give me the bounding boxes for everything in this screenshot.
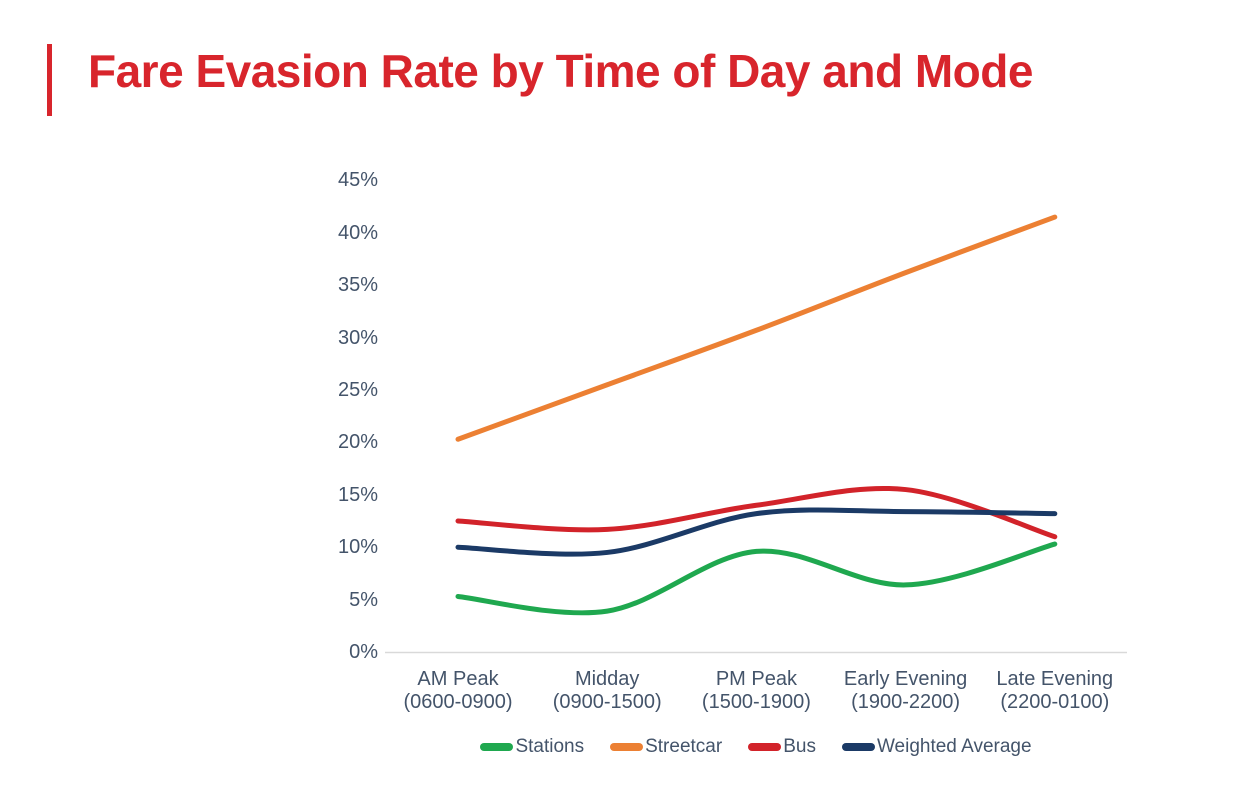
y-tick-label: 25% [337, 379, 378, 401]
x-category-name: Early Evening [843, 668, 968, 690]
y-tick-label: 30% [337, 326, 378, 349]
legend-item-streetcar: Streetcar [610, 736, 722, 758]
x-category-label: Late Evening (2200-0100) [970, 668, 1140, 714]
legend-swatch [748, 743, 782, 751]
legend-label: Bus [783, 736, 816, 757]
y-tick-label: 45% [337, 169, 378, 192]
y-tick-label: 20% [337, 431, 378, 454]
legend-item-bus: Bus [748, 736, 816, 758]
legend-label: Streetcar [645, 736, 723, 757]
y-tick-label: 0% [349, 641, 378, 663]
legend-item-stations: Stations [480, 736, 584, 758]
x-category-timerange: (1900-2200) [851, 691, 961, 713]
x-category-name: AM Peak [417, 668, 499, 690]
x-category-name: PM Peak [715, 668, 797, 690]
y-tick-label: 40% [337, 221, 378, 244]
y-tick-label: 10% [337, 536, 378, 559]
x-category-timerange: (2200-0100) [1000, 691, 1110, 713]
legend-swatch [841, 743, 875, 751]
x-category-label: Midday (0900-1500) [522, 668, 692, 714]
legend-swatch [610, 743, 644, 751]
x-category-label: AM Peak (0600-0900) [373, 668, 543, 714]
x-category-name: Late Evening [996, 668, 1114, 690]
legend-label: Stations [515, 736, 585, 757]
legend-item-weighted-average: Weighted Average [841, 736, 1032, 758]
x-category-timerange: (0600-0900) [403, 691, 513, 713]
title-accent-bar [47, 44, 52, 116]
legend-label: Weighted Average [876, 736, 1032, 757]
x-category-label: PM Peak (1500-1900) [671, 668, 841, 714]
series-line-streetcar [455, 214, 1058, 442]
y-tick-label: 35% [337, 274, 378, 297]
y-tick-label: 15% [337, 483, 378, 506]
series-line-weighted-average [455, 507, 1058, 557]
series-line-bus [455, 485, 1058, 540]
x-category-timerange: (0900-1500) [552, 691, 662, 713]
chart-legend: Stations Streetcar Bus Weighted Average [385, 736, 1127, 758]
x-category-timerange: (1500-1900) [701, 691, 811, 713]
y-tick-label: 5% [349, 588, 378, 611]
x-category-label: Early Evening (1900-2200) [821, 668, 991, 714]
page-title: Fare Evasion Rate by Time of Day and Mod… [88, 45, 1033, 97]
x-category-name: Midday [574, 668, 640, 690]
series-line-stations [455, 541, 1058, 616]
legend-swatch [480, 743, 514, 751]
